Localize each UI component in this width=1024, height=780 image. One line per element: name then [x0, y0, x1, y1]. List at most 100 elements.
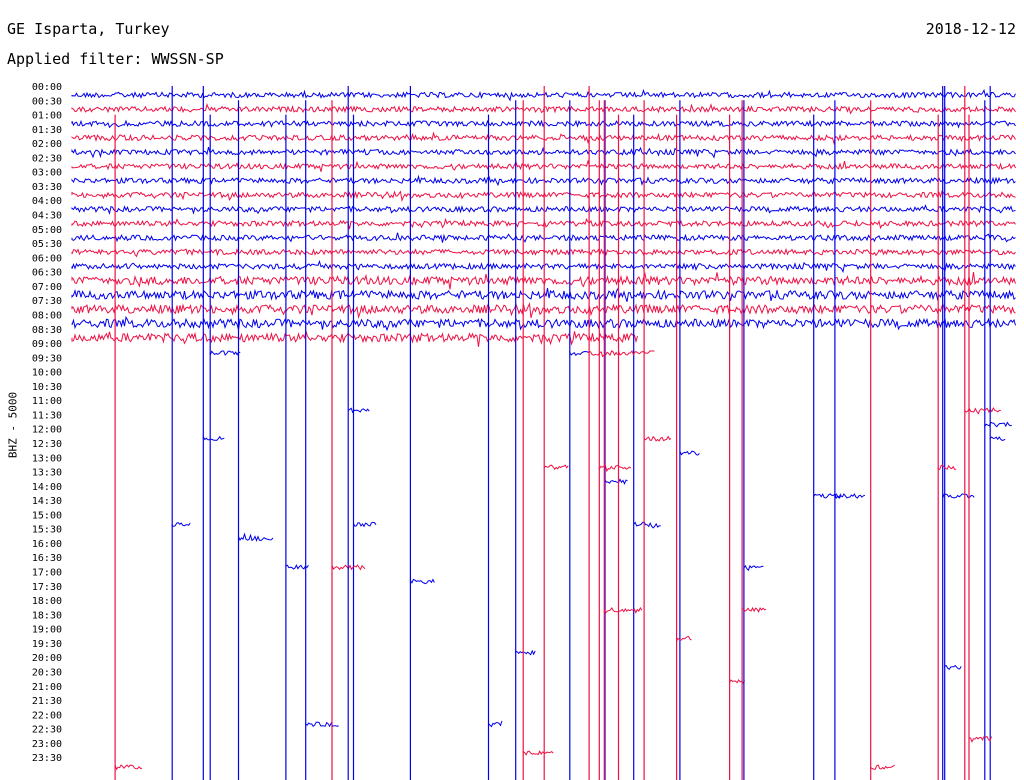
trace-row-13	[71, 272, 1016, 290]
offset-segment	[741, 606, 767, 613]
time-tick-label: 23:00	[32, 739, 62, 750]
time-tick-label: 03:30	[32, 182, 62, 193]
trace-row-12	[71, 259, 1016, 274]
offset-segment	[984, 421, 1012, 428]
time-tick-label: 14:00	[32, 482, 62, 493]
time-tick-label: 11:00	[32, 396, 62, 407]
time-tick-label: 02:30	[32, 153, 62, 164]
trace-row-7	[71, 190, 1016, 203]
filter-label: Applied filter: WWSSN-SP	[7, 50, 224, 68]
time-tick-label: 16:30	[32, 553, 62, 564]
time-tick-label: 18:00	[32, 596, 62, 607]
offset-segment	[813, 493, 842, 499]
trace-row-14	[71, 287, 1016, 302]
offset-segment	[964, 406, 1001, 415]
time-tick-label: 07:00	[32, 282, 62, 293]
offset-segment	[171, 522, 191, 527]
offset-segment	[643, 435, 672, 442]
time-tick-label: 08:00	[32, 310, 62, 321]
offset-segment	[870, 764, 895, 770]
time-tick-label: 02:00	[32, 139, 62, 150]
offset-segment	[347, 407, 370, 414]
time-tick-label: 17:00	[32, 568, 62, 579]
time-tick-label: 04:00	[32, 196, 62, 207]
time-tick-label: 14:30	[32, 496, 62, 507]
offset-segment	[968, 735, 992, 743]
time-tick-label: 06:00	[32, 253, 62, 264]
time-tick-label: 09:00	[32, 339, 62, 350]
date-label: 2018-12-12	[925, 20, 1016, 38]
channel-label: BHZ - 5000	[6, 391, 20, 459]
time-tick-label: 00:30	[32, 96, 62, 107]
trace-row-11	[71, 247, 1016, 258]
offset-segment	[598, 464, 632, 473]
offset-segment	[238, 532, 274, 543]
offset-segment	[487, 720, 503, 728]
offset-segment	[305, 721, 339, 728]
trace-row-5	[71, 159, 1016, 172]
time-tick-label: 07:30	[32, 296, 62, 307]
time-tick-label: 17:30	[32, 582, 62, 593]
time-tick-label: 09:30	[32, 353, 62, 364]
time-tick-label: 12:30	[32, 439, 62, 450]
offset-segment	[603, 606, 643, 614]
trace-row-16	[71, 315, 1016, 332]
trace-row-2	[71, 119, 1016, 129]
time-tick-label: 22:00	[32, 710, 62, 721]
time-tick-label: 03:00	[32, 168, 62, 179]
time-tick-label: 19:00	[32, 625, 62, 636]
offset-segment	[588, 350, 619, 358]
time-tick-label: 22:30	[32, 725, 62, 736]
time-tick-label: 12:00	[32, 425, 62, 436]
time-tick-label: 05:00	[32, 225, 62, 236]
offset-segment	[679, 450, 700, 456]
time-tick-label: 08:30	[32, 325, 62, 336]
offset-segment	[604, 478, 628, 485]
time-tick-label: 05:30	[32, 239, 62, 250]
time-tick-label: 23:30	[32, 753, 62, 764]
trace-row-1	[71, 103, 1016, 115]
trace-row-17	[71, 329, 638, 347]
time-tick-label: 00:00	[32, 82, 62, 93]
offset-segment	[522, 750, 554, 756]
trace-row-6	[71, 174, 1016, 187]
time-tick-label: 21:00	[32, 682, 62, 693]
offset-segment	[114, 764, 143, 771]
offset-segment	[353, 521, 377, 528]
trace-row-15	[71, 302, 1016, 319]
time-tick-label: 16:00	[32, 539, 62, 550]
time-tick-label: 04:30	[32, 211, 62, 222]
trace-row-0	[71, 88, 1016, 102]
trace-row-4	[71, 146, 1016, 159]
offset-segment	[937, 464, 957, 470]
offset-segment	[676, 635, 692, 644]
time-tick-label: 01:00	[32, 111, 62, 122]
offset-segment	[569, 350, 590, 356]
offset-segment	[618, 350, 655, 357]
offset-segment	[743, 564, 764, 572]
time-tick-label: 10:00	[32, 368, 62, 379]
time-tick-label: 15:00	[32, 510, 62, 521]
offset-segment	[543, 464, 569, 471]
trace-row-10	[71, 232, 1016, 243]
time-tick-label: 20:00	[32, 653, 62, 664]
time-tick-label: 18:30	[32, 610, 62, 621]
time-tick-label: 13:30	[32, 468, 62, 479]
offset-segment	[209, 350, 241, 356]
offset-segment	[409, 578, 435, 585]
offset-segment	[285, 564, 309, 570]
time-tick-label: 11:30	[32, 410, 62, 421]
station-title: GE Isparta, Turkey	[7, 20, 170, 38]
time-tick-label: 15:30	[32, 525, 62, 536]
trace-row-8	[71, 204, 1016, 215]
time-tick-label: 06:30	[32, 268, 62, 279]
time-tick-label: 21:30	[32, 696, 62, 707]
time-tick-label: 10:30	[32, 382, 62, 393]
trace-row-9	[71, 217, 1016, 230]
trace-row-3	[71, 131, 1016, 146]
time-tick-label: 01:30	[32, 125, 62, 136]
offset-segment	[944, 664, 962, 671]
offset-segment	[515, 649, 536, 656]
offset-segment	[202, 435, 225, 441]
